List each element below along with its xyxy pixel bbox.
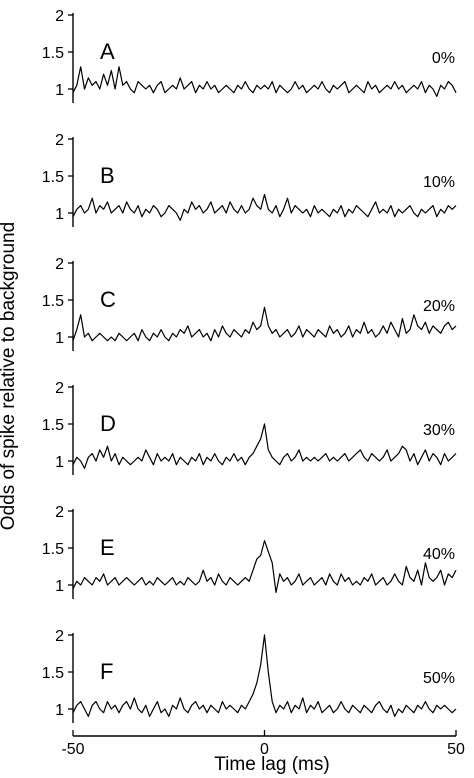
series-line xyxy=(72,539,457,594)
x-axis: -50 0 50 xyxy=(61,730,465,758)
panels: 1 1.5 2 A 0% 1 1.5 2 B 10% 1 1.5 2 C 20% 1 1.5 2 D 30% 1 1.5 2… xyxy=(42,8,457,723)
series-line xyxy=(72,634,457,718)
series-line xyxy=(72,66,457,98)
y-tick-label: 2 xyxy=(55,628,64,645)
x-axis-label: Time lag (ms) xyxy=(214,754,329,775)
y-tick-label: 1.5 xyxy=(42,665,64,682)
panel-f: 1 1.5 2 F 50% xyxy=(42,628,457,723)
x-tick-label: 0 xyxy=(260,741,269,758)
y-tick-label: 1.5 xyxy=(42,541,64,558)
panel-label: D xyxy=(100,411,116,436)
percent-label: 0% xyxy=(432,50,455,67)
panel-c: 1 1.5 2 C 20% xyxy=(42,256,457,351)
panel-label: C xyxy=(100,287,116,312)
percent-label: 10% xyxy=(423,174,455,191)
series-line xyxy=(72,306,457,342)
y-tick-label: 1.5 xyxy=(42,293,64,310)
y-tick-label: 2 xyxy=(55,380,64,397)
x-tick-label: 50 xyxy=(447,741,465,758)
percent-label: 50% xyxy=(423,670,455,687)
panel-label: A xyxy=(100,39,115,64)
panel-label: B xyxy=(100,163,115,188)
y-tick-label: 2 xyxy=(55,132,64,149)
y-tick-label: 2 xyxy=(55,504,64,521)
y-tick-label: 1 xyxy=(55,702,64,719)
series-line xyxy=(72,193,457,221)
percent-label: 40% xyxy=(423,546,455,563)
y-tick-label: 1.5 xyxy=(42,417,64,434)
y-tick-label: 1 xyxy=(55,578,64,595)
percent-label: 30% xyxy=(423,422,455,439)
y-tick-label: 1.5 xyxy=(42,45,64,62)
x-tick-label: -50 xyxy=(61,741,84,758)
panel-label: E xyxy=(100,535,115,560)
y-axis-label: Odds of spike relative to background xyxy=(0,222,19,530)
y-tick-label: 1 xyxy=(55,454,64,471)
y-tick-label: 2 xyxy=(55,256,64,273)
panel-d: 1 1.5 2 D 30% xyxy=(42,380,457,475)
panel-label: F xyxy=(100,659,113,684)
panel-b: 1 1.5 2 B 10% xyxy=(42,132,457,227)
y-tick-label: 1 xyxy=(55,330,64,347)
percent-label: 20% xyxy=(423,298,455,315)
series-line xyxy=(72,423,457,469)
panel-a: 1 1.5 2 A 0% xyxy=(42,8,457,103)
y-tick-label: 2 xyxy=(55,8,64,25)
y-tick-label: 1 xyxy=(55,206,64,223)
y-tick-label: 1 xyxy=(55,82,64,99)
y-tick-label: 1.5 xyxy=(42,169,64,186)
panel-e: 1 1.5 2 E 40% xyxy=(42,504,457,599)
